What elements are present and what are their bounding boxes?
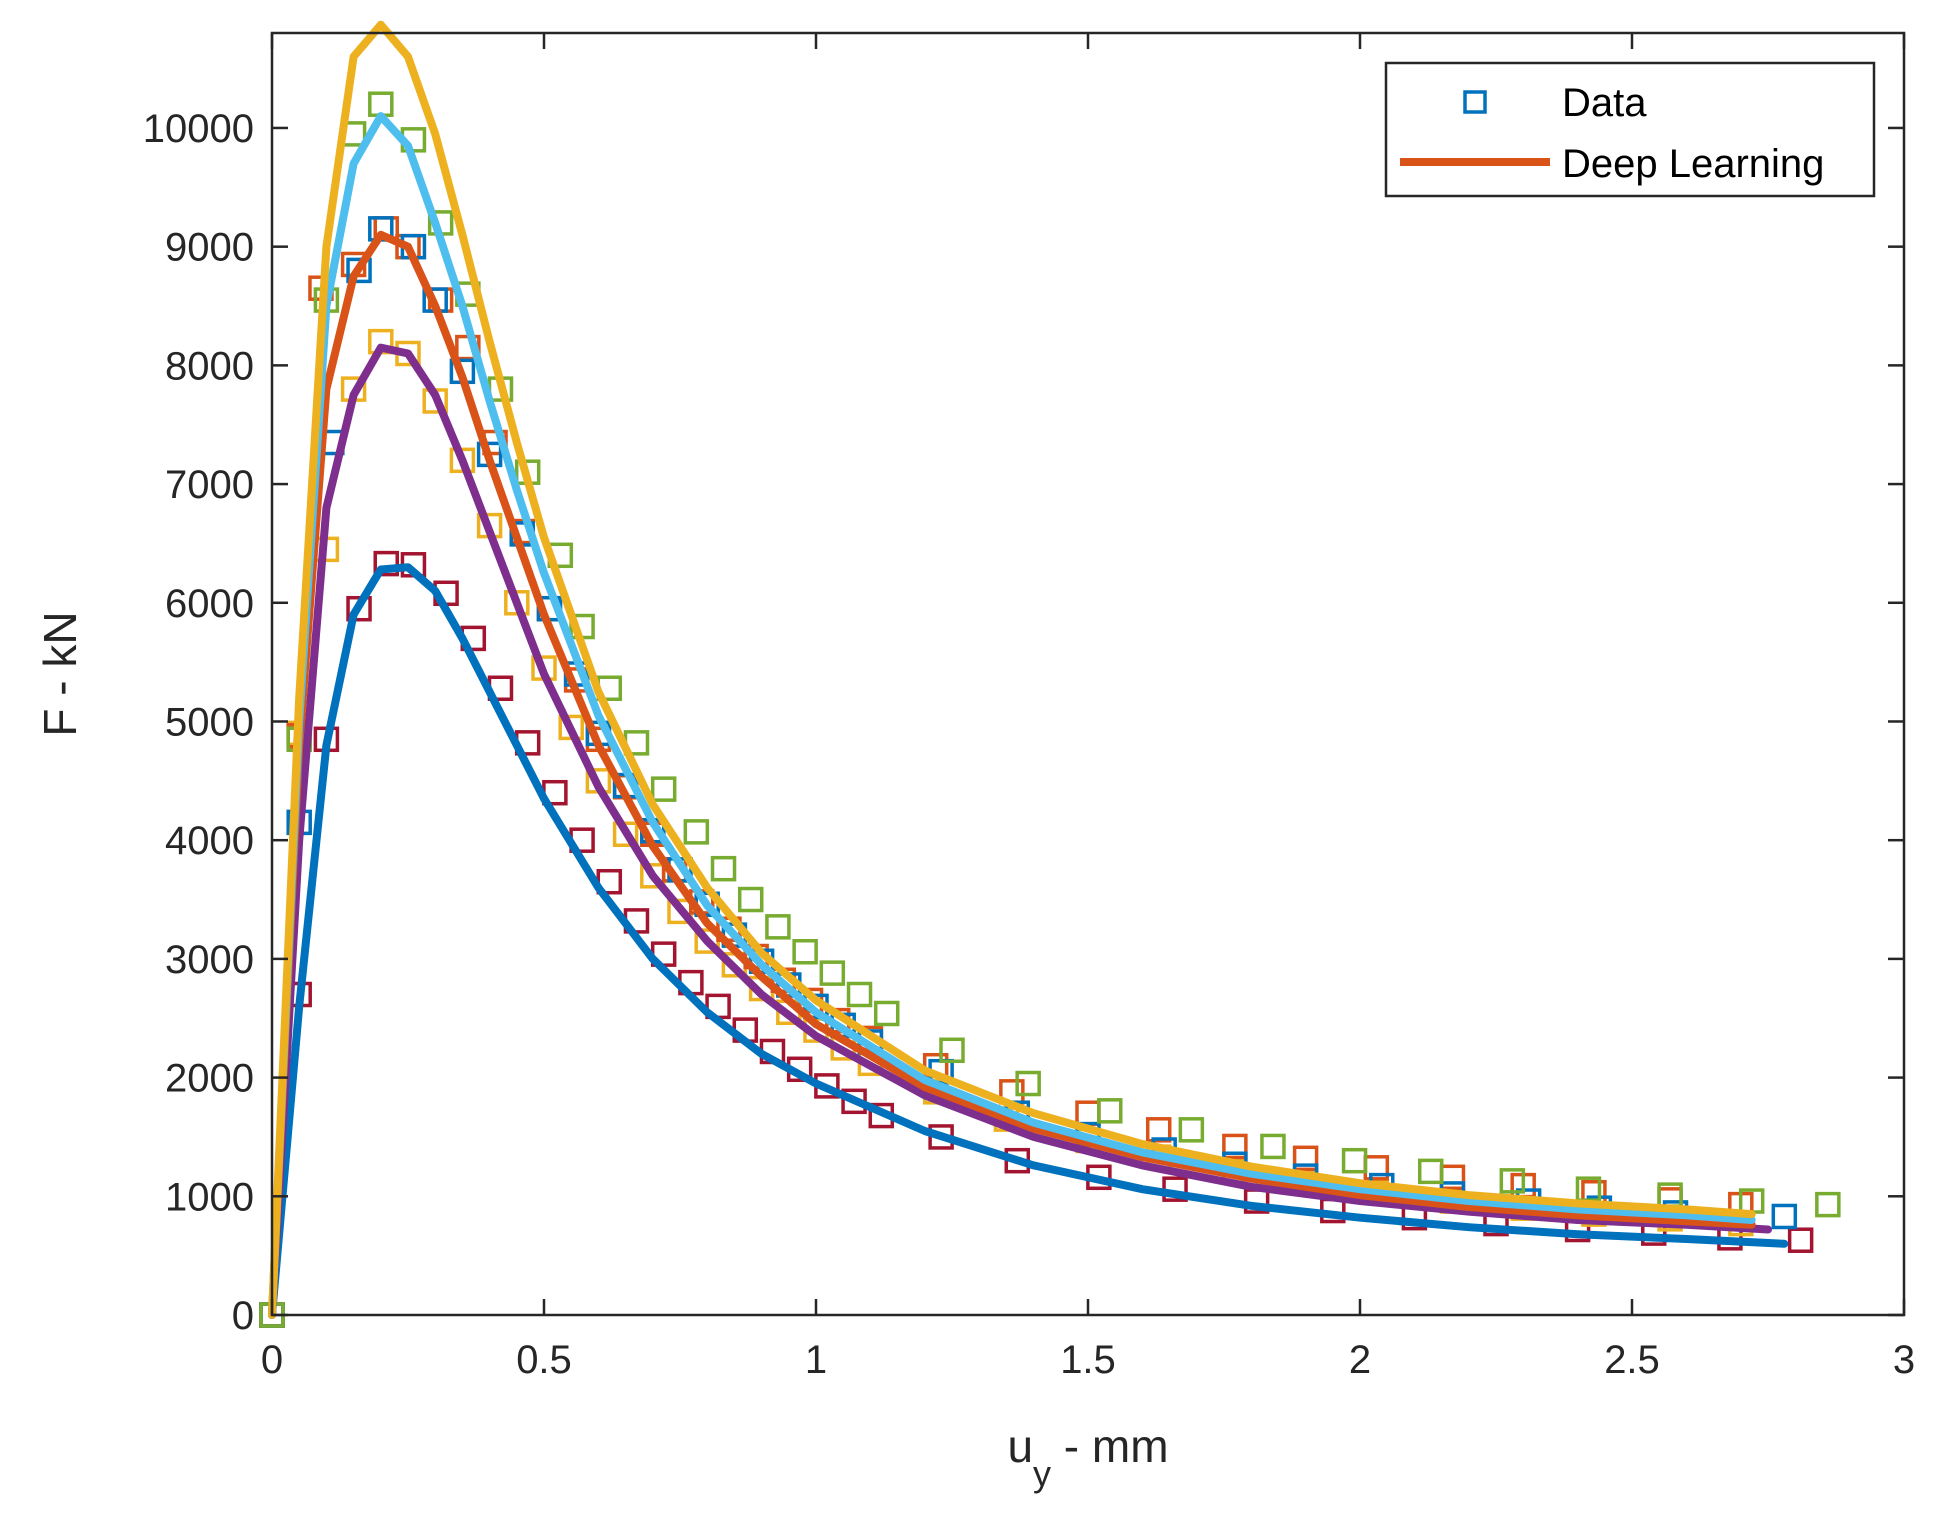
series-line-1 bbox=[268, 563, 1789, 1319]
data-marker bbox=[765, 914, 791, 940]
y-axis-label: F - kN bbox=[34, 611, 86, 736]
data-marker bbox=[612, 821, 639, 847]
series-line-4 bbox=[268, 112, 1756, 1319]
x-tick-label: 0 bbox=[261, 1338, 283, 1382]
ticks-group: 0 0.5 1 1.5 2 2.5 3 0 1000 2000 3000 4000 5000 6000 70… bbox=[143, 33, 1915, 1382]
data-marker bbox=[346, 595, 372, 622]
series-line-2 bbox=[268, 343, 1772, 1319]
y-tick-label: 7000 bbox=[165, 463, 254, 507]
data-marker bbox=[737, 886, 764, 913]
data-marker bbox=[792, 939, 818, 965]
data-marker bbox=[373, 550, 399, 577]
y-tick-label: 4000 bbox=[165, 819, 254, 863]
data-marker bbox=[650, 776, 677, 802]
y-tick-label: 2000 bbox=[165, 1057, 254, 1101]
legend-data-label: Data bbox=[1562, 81, 1647, 125]
x-tick-label: 2 bbox=[1349, 1338, 1371, 1382]
y-tick-label: 5000 bbox=[165, 700, 254, 744]
data-marker bbox=[1097, 1098, 1123, 1124]
data-marker bbox=[1222, 1133, 1248, 1160]
series-line-5 bbox=[268, 20, 1756, 1319]
data-marker bbox=[1178, 1117, 1205, 1143]
y-tick-label: 1000 bbox=[165, 1175, 254, 1219]
data-marker bbox=[1787, 1227, 1814, 1253]
data-marker bbox=[346, 257, 372, 284]
legend: Data Deep Learning bbox=[1384, 61, 1876, 198]
x-tick-label: 1.5 bbox=[1060, 1338, 1116, 1382]
y-tick-label: 0 bbox=[232, 1294, 254, 1338]
x-tick-label: 3 bbox=[1893, 1338, 1915, 1382]
data-marker bbox=[710, 855, 737, 882]
data-marker bbox=[683, 819, 710, 845]
legend-deep-learning-label: Deep Learning bbox=[1562, 142, 1824, 186]
y-tick-label: 10000 bbox=[143, 107, 254, 151]
data-marker bbox=[1499, 1168, 1526, 1194]
data-marker bbox=[1015, 1070, 1041, 1097]
legend-data-marker bbox=[1463, 90, 1487, 114]
y-tick-label: 9000 bbox=[165, 226, 254, 270]
x-tick-label: 1 bbox=[805, 1338, 827, 1382]
data-marker bbox=[1417, 1158, 1444, 1185]
series-line-3 bbox=[268, 230, 1756, 1319]
series-group bbox=[259, 20, 1841, 1328]
data-marker bbox=[1815, 1191, 1841, 1218]
y-tick-label: 6000 bbox=[165, 582, 254, 626]
series-5 bbox=[259, 91, 1841, 1328]
x-tick-label: 0.5 bbox=[516, 1338, 572, 1382]
data-marker bbox=[1771, 1203, 1798, 1230]
x-tick-label: 2.5 bbox=[1604, 1338, 1660, 1382]
y-tick-label: 8000 bbox=[165, 344, 254, 388]
x-axis-label: uy - mm bbox=[1007, 1420, 1168, 1494]
data-marker bbox=[846, 981, 873, 1008]
data-marker bbox=[1145, 1117, 1172, 1143]
data-marker bbox=[1260, 1133, 1286, 1160]
x-axis-label-main: u bbox=[1007, 1420, 1033, 1472]
legend-box bbox=[1384, 61, 1876, 198]
x-axis-label-suffix: - mm bbox=[1051, 1420, 1169, 1472]
data-marker bbox=[939, 1037, 965, 1064]
x-axis-label-subscript: y bbox=[1033, 1453, 1051, 1494]
data-marker bbox=[873, 1000, 900, 1027]
data-marker bbox=[819, 960, 846, 986]
y-tick-label: 3000 bbox=[165, 938, 254, 982]
data-marker bbox=[1292, 1145, 1319, 1172]
data-marker bbox=[1341, 1147, 1368, 1174]
